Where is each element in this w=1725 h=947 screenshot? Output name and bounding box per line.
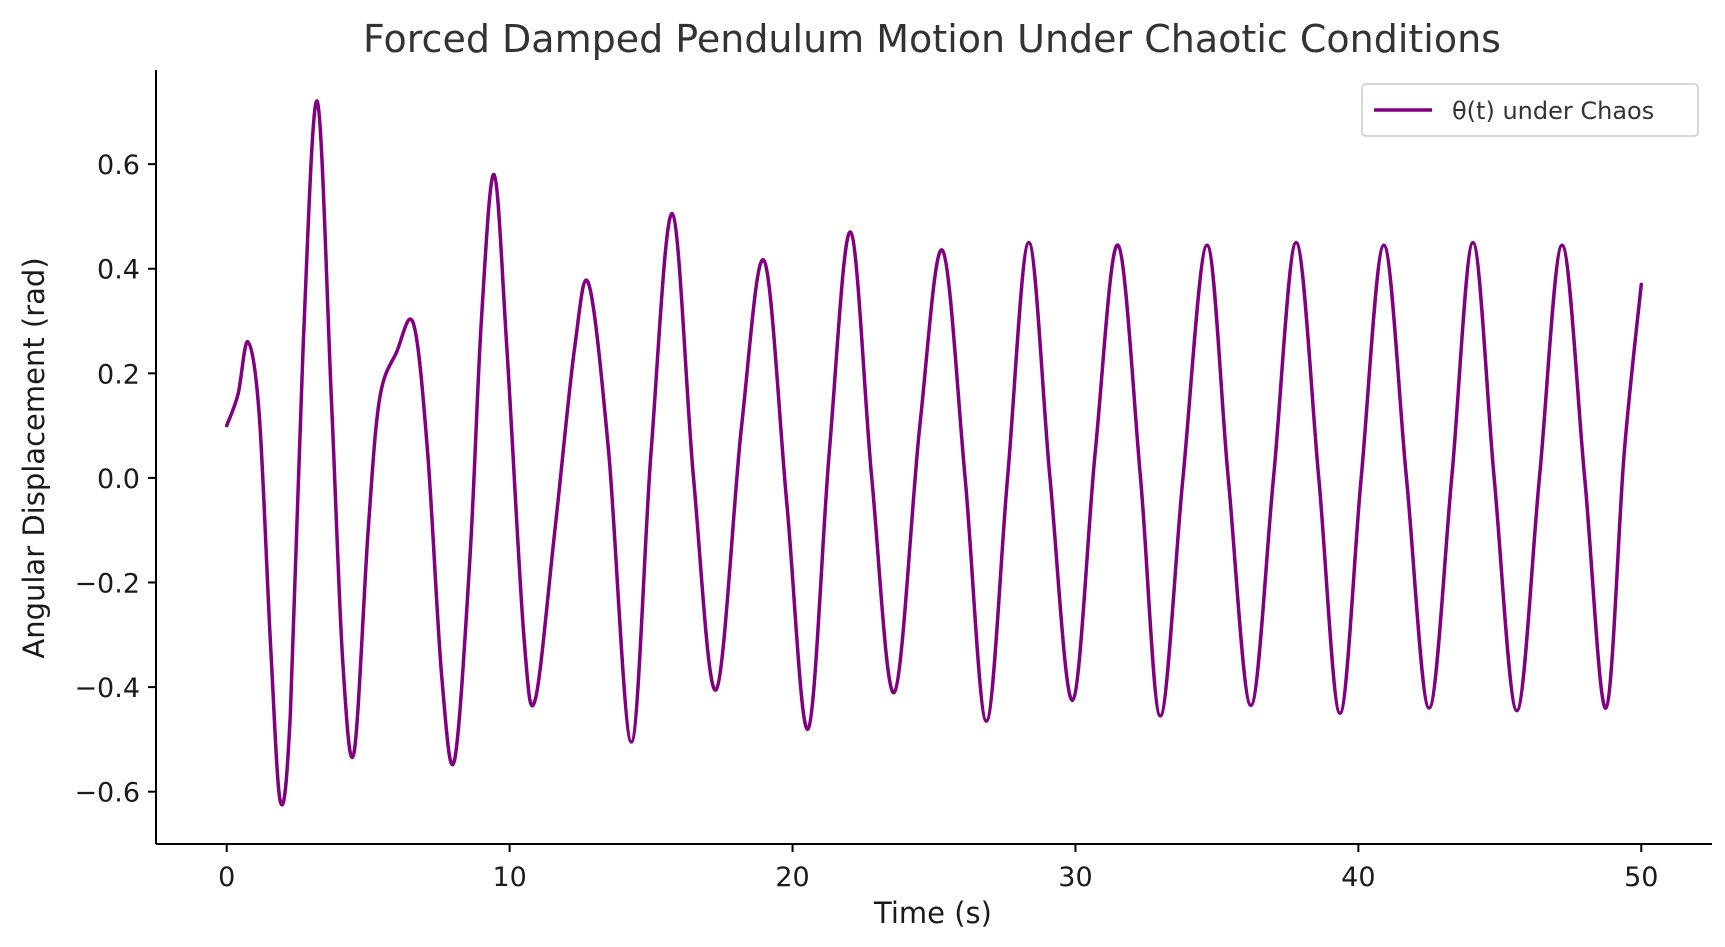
legend: θ(t) under Chaos	[1361, 83, 1699, 137]
y-tick-label: −0.4	[74, 673, 140, 704]
x-tick-label: 20	[775, 862, 809, 893]
series-line	[224, 99, 1644, 807]
x-tick-label: 30	[1058, 862, 1092, 893]
legend-entry-label: θ(t) under Chaos	[1452, 97, 1654, 125]
x-tick-label: 40	[1341, 862, 1375, 893]
chart-title: Forced Damped Pendulum Motion Under Chao…	[363, 17, 1501, 61]
x-tick-label: 0	[218, 862, 235, 893]
x-tick-label: 50	[1624, 862, 1658, 893]
y-tick-label: 0.2	[97, 359, 140, 390]
y-tick-label: 0.0	[97, 464, 140, 495]
x-tick-label: 10	[492, 862, 526, 893]
y-ticks: −0.6 −0.4 −0.2 0.0 0.2 0.4 0.6	[74, 150, 156, 809]
axes	[155, 70, 1712, 845]
y-tick-label: −0.6	[74, 778, 140, 809]
x-ticks: 0 10 20 30 40 50	[218, 844, 1658, 893]
series-layer	[224, 99, 1644, 807]
y-tick-label: −0.2	[74, 569, 140, 600]
y-axis-label: Angular Displacement (rad)	[17, 257, 51, 658]
x-axis-label: Time (s)	[873, 896, 992, 930]
y-tick-label: 0.4	[97, 255, 140, 286]
legend-box	[1361, 83, 1699, 137]
y-tick-label: 0.6	[97, 150, 140, 181]
